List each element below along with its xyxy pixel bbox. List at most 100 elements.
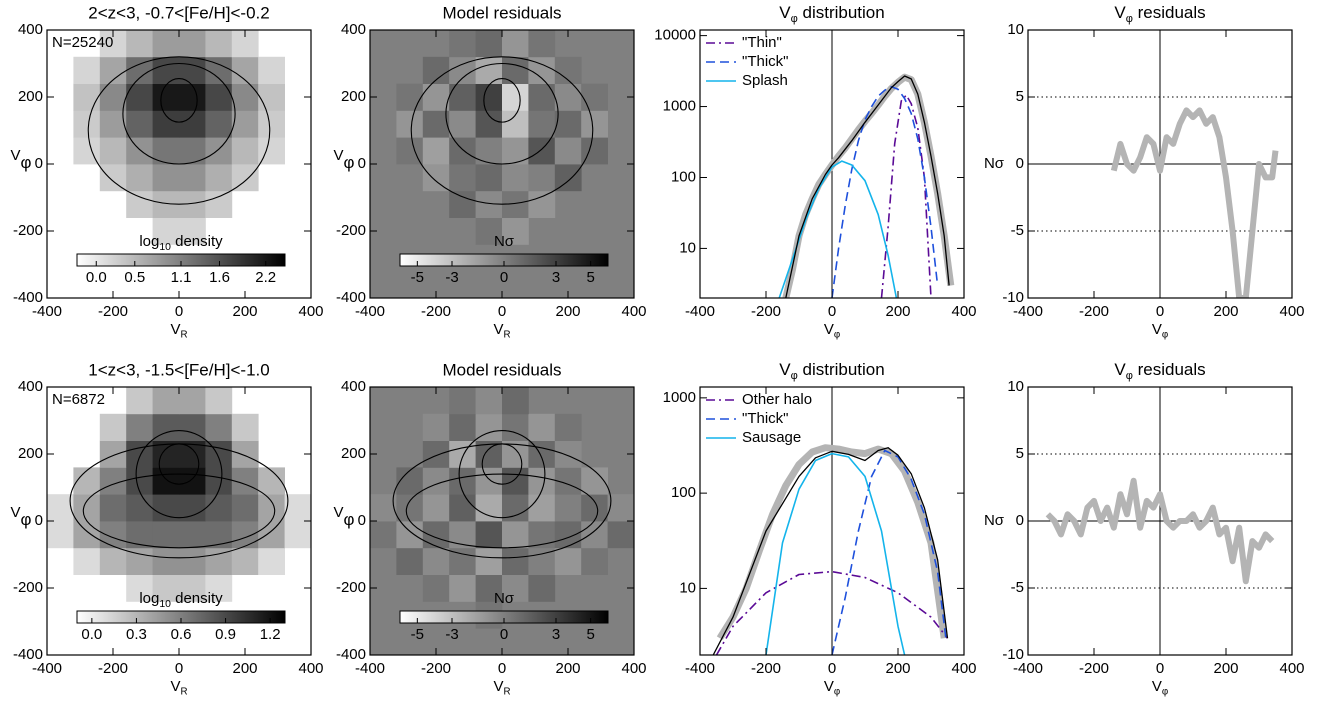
y-tick-label: 0	[358, 155, 366, 172]
series-line	[831, 449, 947, 655]
x-axis-label: Vφ	[1152, 321, 1168, 340]
heat-cell	[528, 30, 556, 58]
heat-cell	[126, 110, 153, 138]
heat-cell	[205, 413, 233, 441]
colorbar-tick-label: 5	[586, 626, 594, 643]
heat-cell	[284, 494, 311, 522]
y-tick-label: 10	[679, 239, 696, 256]
legend-label: "Thick"	[742, 410, 789, 427]
heat-cell	[449, 521, 476, 549]
y-tick-label: 100	[671, 168, 696, 185]
y-tick-label: 0	[358, 512, 366, 529]
heat-cell	[152, 110, 180, 138]
heat-cell	[502, 387, 529, 415]
label-part: density	[171, 590, 223, 607]
heat-cell	[179, 56, 206, 84]
label-part: V	[170, 678, 180, 695]
heat-cell	[422, 574, 450, 602]
label-part: φ	[791, 13, 798, 25]
y-tick-label: 10	[679, 579, 696, 596]
x-tick-label: 0	[828, 303, 836, 320]
heat-cell	[152, 547, 180, 575]
heat-cell	[152, 30, 180, 58]
y-tick-label: 1000	[663, 98, 696, 115]
heat-cell	[152, 467, 180, 495]
label-part: V	[1152, 321, 1162, 338]
heat-cell	[449, 30, 476, 58]
plot-area	[47, 387, 311, 655]
colorbar-tick-label: 1.1	[171, 269, 192, 286]
x-tick-label: 200	[232, 660, 257, 677]
heat-cell	[528, 440, 556, 468]
x-tick-label: -400	[355, 660, 385, 677]
heat-cell	[475, 110, 503, 138]
heat-cell	[528, 137, 556, 165]
heat-cell	[502, 547, 529, 575]
heat-cell	[554, 413, 582, 441]
series-line	[778, 160, 898, 298]
x-tick-label: -400	[685, 660, 715, 677]
heat-cell	[126, 413, 153, 441]
y-tick-label: -200	[13, 579, 43, 596]
heat-cell	[449, 190, 476, 218]
label-part: V	[493, 678, 503, 695]
heat-cell	[231, 83, 259, 111]
heat-cell	[422, 83, 450, 111]
x-tick-label: -200	[751, 303, 781, 320]
heat-cell	[126, 164, 153, 192]
heat-cell	[422, 494, 450, 522]
contour	[458, 430, 546, 519]
heat-cell	[449, 574, 476, 602]
x-axis-label: VR	[170, 678, 187, 697]
colorbar-tick-label: 0.3	[126, 626, 147, 643]
x-tick-label: 400	[621, 303, 646, 320]
heat-cell	[179, 164, 206, 192]
x-tick-label: -200	[421, 303, 451, 320]
y-tick-label: -5	[1011, 579, 1024, 596]
contour	[87, 56, 271, 205]
colorbar-tick-label: 1.2	[260, 626, 281, 643]
panel-title: Vφ residuals	[1114, 360, 1205, 382]
heat-cell	[152, 574, 180, 602]
label-part: V	[1114, 360, 1126, 379]
plot-area	[700, 387, 964, 655]
colorbar-tick-label: 0	[500, 626, 508, 643]
series-line	[715, 570, 949, 655]
label-part: residuals	[1133, 3, 1206, 22]
heat-cell	[126, 30, 153, 58]
x-axis-label: Vφ	[824, 678, 840, 697]
heat-cell	[231, 110, 259, 138]
heat-cell	[126, 137, 153, 165]
heat-cell	[475, 467, 503, 495]
heat-cell	[205, 137, 233, 165]
colorbar-tick-label: 0.5	[124, 269, 145, 286]
x-tick-label: 0	[175, 303, 183, 320]
y-tick-label: 400	[18, 21, 43, 38]
panel-title: Vφ residuals	[1114, 3, 1205, 25]
legend-label: Splash	[742, 72, 788, 89]
label-part: φ	[1162, 686, 1168, 697]
x-tick-label: 0	[498, 660, 506, 677]
heat-cell	[475, 387, 503, 415]
y-tick-label: 200	[341, 445, 366, 462]
heat-cell	[554, 521, 582, 549]
series-line	[765, 452, 906, 655]
y-axis-label: Nσ	[984, 512, 1005, 529]
heat-cell	[152, 83, 180, 111]
heat-cell	[502, 30, 529, 58]
label-part: V	[824, 321, 834, 338]
y-tick-label: -10	[1002, 289, 1024, 306]
label-part: distribution	[798, 3, 885, 22]
heat-cell	[73, 494, 101, 522]
heat-cell	[554, 494, 582, 522]
label-part: 10	[159, 242, 171, 253]
heat-cell	[231, 494, 259, 522]
heat-cell	[47, 494, 74, 522]
legend-label: Other halo	[742, 391, 812, 408]
x-tick-label: 400	[951, 660, 976, 677]
heat-cell	[179, 387, 206, 415]
colorbar-tick-label: 0.6	[171, 626, 192, 643]
heat-cell	[231, 413, 259, 441]
heat-cell	[179, 574, 206, 602]
heat-cell	[581, 83, 608, 111]
